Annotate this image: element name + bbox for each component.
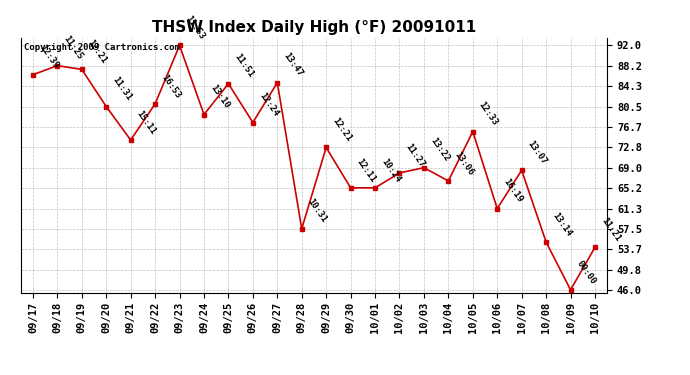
Text: Copyright 2009 Cartronics.com: Copyright 2009 Cartronics.com bbox=[23, 43, 179, 52]
Text: 13:07: 13:07 bbox=[526, 139, 549, 166]
Text: 13:06: 13:06 bbox=[453, 150, 475, 177]
Text: 16:19: 16:19 bbox=[502, 177, 524, 204]
Text: 13:14: 13:14 bbox=[550, 211, 573, 238]
Text: 11:51: 11:51 bbox=[233, 53, 255, 80]
Text: 15:11: 15:11 bbox=[135, 109, 157, 136]
Title: THSW Index Daily High (°F) 20091011: THSW Index Daily High (°F) 20091011 bbox=[152, 20, 476, 35]
Text: 12:39: 12:39 bbox=[37, 44, 60, 70]
Text: 13:10: 13:10 bbox=[208, 83, 231, 110]
Text: 11:53: 11:53 bbox=[184, 14, 206, 41]
Text: 11:31: 11:31 bbox=[110, 75, 133, 102]
Text: 13:47: 13:47 bbox=[282, 51, 304, 78]
Text: 12:24: 12:24 bbox=[257, 91, 280, 118]
Text: 16:53: 16:53 bbox=[159, 73, 182, 100]
Text: 11:27: 11:27 bbox=[404, 142, 426, 169]
Text: 12:33: 12:33 bbox=[477, 100, 500, 128]
Text: 10:24: 10:24 bbox=[380, 156, 402, 184]
Text: 10:31: 10:31 bbox=[306, 197, 328, 225]
Text: 12:11: 12:11 bbox=[355, 156, 377, 184]
Text: 11:25: 11:25 bbox=[61, 34, 84, 62]
Text: 13:22: 13:22 bbox=[428, 136, 451, 164]
Text: 11:21: 11:21 bbox=[599, 216, 622, 243]
Text: 12:21: 12:21 bbox=[331, 116, 353, 143]
Text: 00:00: 00:00 bbox=[575, 258, 598, 286]
Text: 12:21: 12:21 bbox=[86, 38, 109, 65]
